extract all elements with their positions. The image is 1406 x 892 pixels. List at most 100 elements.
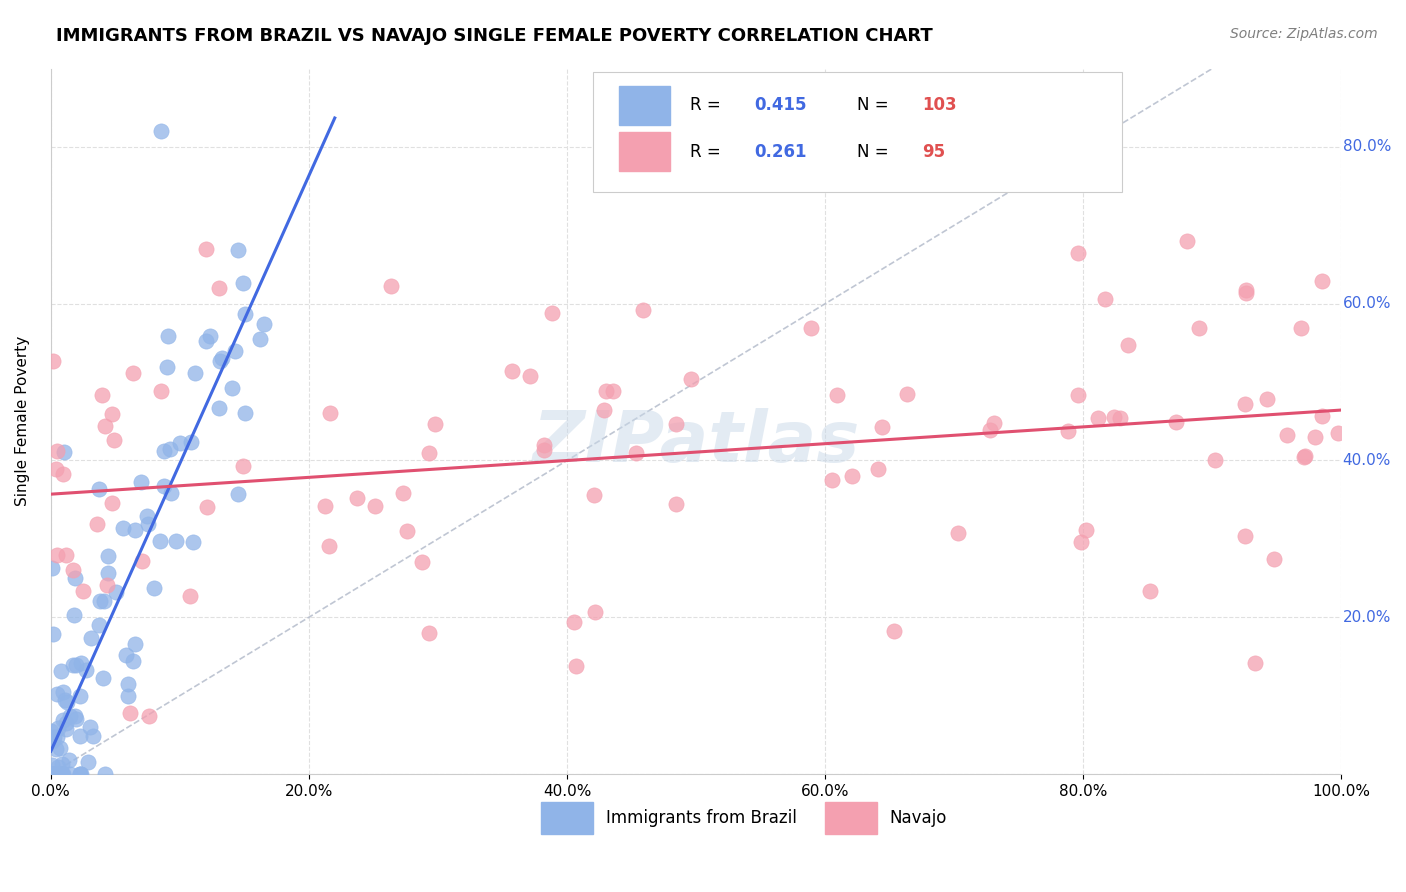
Point — [1175, 234, 1198, 248]
Point — [51, 767, 73, 781]
Point — [46, 759, 69, 773]
Point — [124, 523, 146, 537]
Point — [896, 386, 918, 401]
Point — [65, 657, 87, 672]
Point — [44, 767, 66, 781]
Point — [115, 648, 138, 663]
Point — [120, 706, 142, 720]
Point — [52, 445, 75, 459]
Point — [207, 401, 229, 415]
Text: 0.415: 0.415 — [754, 96, 807, 114]
Point — [156, 329, 179, 343]
Point — [101, 496, 124, 510]
Point — [207, 281, 229, 295]
Point — [82, 729, 104, 743]
Point — [79, 720, 101, 734]
Point — [117, 677, 139, 691]
Point — [69, 767, 91, 781]
Point — [318, 539, 340, 553]
Point — [1056, 424, 1078, 438]
Point — [232, 458, 254, 473]
Point — [665, 417, 688, 431]
Point — [583, 605, 606, 619]
Point — [45, 741, 67, 756]
Point — [224, 344, 246, 359]
Point — [883, 624, 905, 638]
FancyBboxPatch shape — [619, 87, 671, 125]
Point — [983, 416, 1005, 430]
Point — [314, 499, 336, 513]
Text: N =: N = — [858, 96, 894, 114]
Point — [104, 584, 127, 599]
Point — [150, 384, 173, 398]
Point — [825, 388, 848, 402]
Point — [91, 388, 114, 402]
Point — [69, 689, 91, 703]
Text: R =: R = — [690, 96, 725, 114]
Point — [319, 406, 342, 420]
Point — [194, 334, 217, 348]
Point — [592, 402, 614, 417]
Text: IMMIGRANTS FROM BRAZIL VS NAVAJO SINGLE FEMALE POVERTY CORRELATION CHART: IMMIGRANTS FROM BRAZIL VS NAVAJO SINGLE … — [56, 27, 934, 45]
Point — [79, 631, 101, 645]
Point — [122, 654, 145, 668]
Point — [41, 353, 63, 368]
Point — [93, 594, 115, 608]
Point — [87, 618, 110, 632]
Point — [121, 366, 143, 380]
Point — [194, 242, 217, 256]
Point — [143, 581, 166, 595]
Point — [131, 475, 153, 490]
Point — [1166, 415, 1188, 429]
Point — [183, 366, 205, 380]
Point — [1067, 388, 1090, 402]
Point — [149, 124, 172, 138]
Point — [565, 658, 588, 673]
Point — [363, 499, 385, 513]
Point — [226, 244, 249, 258]
Point — [195, 500, 218, 514]
Point — [1139, 583, 1161, 598]
Point — [631, 302, 654, 317]
Point — [253, 317, 276, 331]
Text: 60.0%: 60.0% — [1343, 296, 1391, 311]
Point — [979, 423, 1001, 437]
Point — [1076, 523, 1098, 537]
Point — [96, 578, 118, 592]
Point — [63, 607, 86, 622]
Point — [46, 767, 69, 781]
Text: Source: ZipAtlas.com: Source: ZipAtlas.com — [1230, 27, 1378, 41]
Point — [1087, 411, 1109, 425]
Point — [179, 589, 201, 603]
Point — [169, 436, 191, 450]
Text: ZIPatlas: ZIPatlas — [533, 408, 860, 477]
Point — [58, 753, 80, 767]
Point — [411, 555, 433, 569]
Point — [665, 497, 688, 511]
Point — [181, 535, 204, 549]
Point — [51, 757, 73, 772]
Point — [948, 526, 970, 541]
Point — [112, 520, 135, 534]
Y-axis label: Single Female Poverty: Single Female Poverty — [15, 336, 30, 507]
Point — [1233, 397, 1256, 411]
Point — [58, 767, 80, 781]
Point — [541, 305, 564, 319]
Point — [69, 767, 91, 781]
Point — [153, 444, 176, 458]
Point — [70, 657, 93, 671]
Point — [45, 462, 67, 476]
Point — [39, 723, 62, 738]
Point — [1326, 426, 1348, 441]
Point — [149, 533, 172, 548]
Point — [45, 767, 67, 781]
Point — [533, 438, 555, 452]
Point — [41, 561, 63, 575]
Point — [1109, 411, 1132, 425]
Point — [42, 731, 65, 745]
Text: 95: 95 — [922, 143, 945, 161]
Point — [602, 384, 624, 399]
FancyBboxPatch shape — [825, 802, 877, 834]
Point — [1294, 450, 1316, 464]
Point — [152, 479, 174, 493]
